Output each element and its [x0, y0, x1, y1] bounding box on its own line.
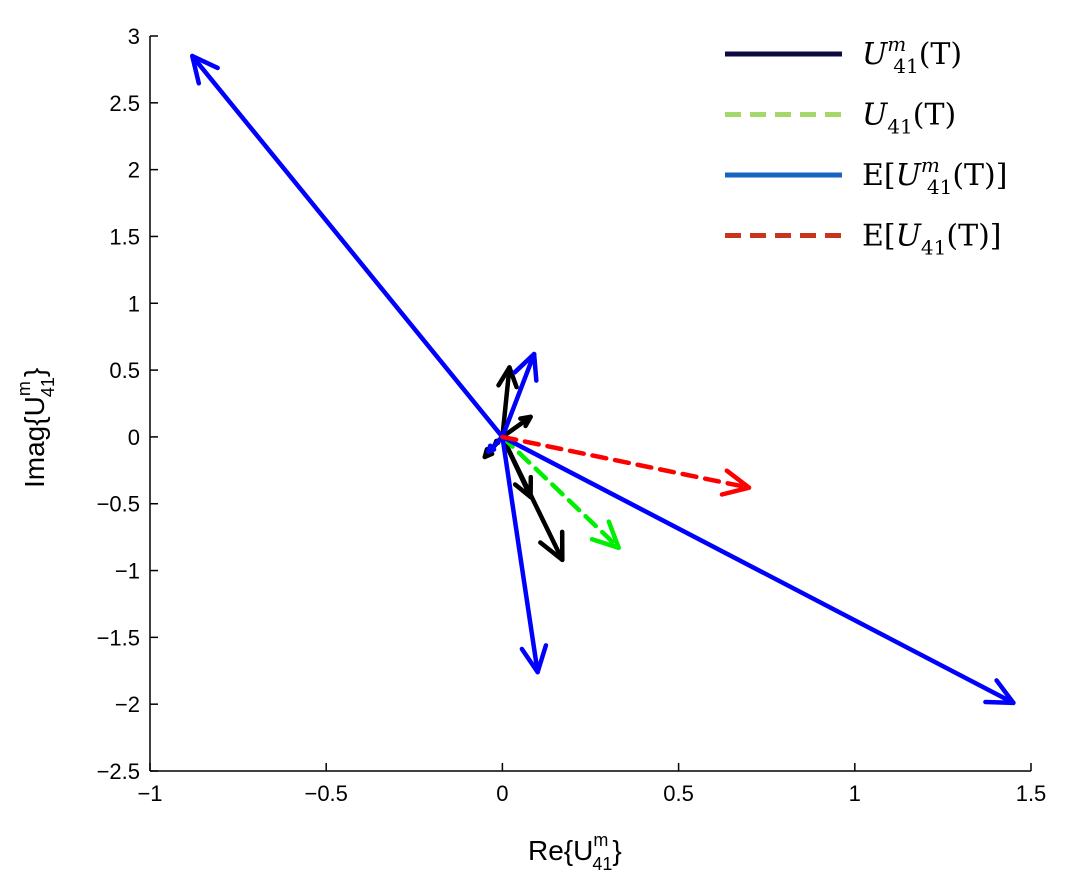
arrow-head: [190, 53, 220, 86]
arrow-head: [519, 643, 549, 675]
arrow-shaft: [500, 434, 621, 551]
legend-prefix: E[: [862, 219, 896, 254]
y-tick-label: 1.5: [109, 224, 140, 249]
x-axis-title-close: }: [612, 835, 621, 866]
arrow-shaft: [500, 414, 533, 440]
arrow-shaft: [190, 53, 505, 440]
x-tick-label: 1: [849, 781, 861, 806]
y-tick-label: −1.5: [97, 625, 140, 650]
legend-item: Um 41(T): [725, 32, 962, 78]
x-tick-label: −1: [137, 781, 162, 806]
y-axis-title: Imag{Um 41}: [14, 368, 58, 488]
x-tick-label: 1.5: [1016, 781, 1047, 806]
vector-arrows: [190, 53, 1016, 706]
legend-label: U41(T): [862, 98, 956, 139]
legend-item: E[U41(T)]: [725, 219, 1001, 260]
y-tick-label: 0: [128, 425, 140, 450]
arrow-head: [486, 443, 497, 454]
x-axis-title: Re{Um 41}: [528, 830, 622, 874]
axes: [149, 36, 1031, 772]
legend-sup: m: [921, 153, 940, 177]
x-tick-label: 0.5: [663, 781, 694, 806]
legend-sup: m: [887, 32, 906, 56]
y-tick-label: 0.5: [109, 358, 140, 383]
legend-tail: (T): [913, 98, 956, 133]
y-axis-title-main: Imag{U: [19, 396, 50, 488]
y-axis-title-sup: m: [14, 381, 34, 396]
arrow-head: [512, 351, 539, 383]
vector-arrow-series-3: [500, 434, 1016, 706]
y-ticks: −2.5 −2 −1.5 −1 −0.5 0 0.5 1 1.5 2 2.5 3: [97, 24, 158, 784]
vector-arrow-series-3: [500, 351, 539, 440]
y-tick-label: 2.5: [109, 91, 140, 116]
legend-item: U41(T): [725, 98, 956, 139]
legend-sub: 41: [927, 175, 952, 199]
legend-sub: 41: [921, 236, 946, 260]
y-tick-label: 1: [128, 291, 140, 316]
arrow-head: [983, 678, 1016, 706]
arrow-shaft: [500, 365, 512, 440]
x-axis-title-sub: 41: [592, 854, 612, 874]
legend-main: U: [862, 98, 889, 133]
legend-main: U: [862, 37, 889, 72]
arrow-shaft: [500, 351, 537, 440]
vector-arrow-series-1: [500, 434, 534, 500]
legend-tail: (T)]: [952, 158, 1007, 193]
legend-tail: (T)]: [946, 219, 1001, 254]
legend-prefix: E[: [862, 158, 896, 193]
vector-arrow-series-1: [500, 414, 533, 440]
x-tick-label: 0: [496, 781, 508, 806]
y-tick-label: −0.5: [97, 492, 140, 517]
arrow-head: [512, 474, 534, 500]
y-axis-title-sub: 41: [38, 377, 58, 397]
legend-tail: (T): [919, 37, 962, 72]
legend-label: E[U41(T)]: [862, 219, 1001, 260]
legend-sub: 41: [893, 54, 918, 78]
x-axis-title-main: Re{U: [528, 835, 593, 866]
arrow-head: [496, 365, 519, 390]
legend: Um 41(T)U41(T)E[Um 41(T)]E[U41(T)]: [725, 32, 1007, 260]
legend-label: Um 41(T): [862, 32, 962, 78]
arrow-head: [589, 519, 621, 551]
legend-sub: 41: [887, 115, 912, 139]
vector-arrow-series-1: [496, 365, 519, 440]
y-axis-title-text: Imag{Um 41}: [14, 368, 58, 488]
arrow-shaft: [500, 434, 1016, 706]
x-ticks: −1 −0.5 0 0.5 1 1.5: [137, 763, 1046, 806]
legend-main: U: [896, 158, 923, 193]
arrow-head: [719, 468, 752, 497]
legend-main: U: [896, 219, 923, 254]
legend-label: E[Um 41(T)]: [862, 153, 1007, 199]
arrow-shaft: [500, 434, 752, 490]
x-axis-title-sup: m: [593, 830, 608, 850]
arrow-shaft: [500, 434, 533, 500]
arrow-shaft: [500, 434, 540, 675]
y-tick-label: −2: [115, 692, 140, 717]
x-tick-label: −0.5: [304, 781, 347, 806]
y-tick-label: 3: [128, 24, 140, 49]
y-tick-label: −1: [115, 559, 140, 584]
vector-arrow-series-4: [500, 434, 752, 497]
y-tick-label: −2.5: [97, 759, 140, 784]
x-axis-title-text: Re{Um 41}: [528, 830, 622, 874]
arrow-head: [538, 529, 565, 563]
legend-item: E[Um 41(T)]: [725, 153, 1007, 199]
y-tick-label: 2: [128, 158, 140, 183]
arrow-head: [518, 414, 533, 429]
vector-arrow-series-3: [190, 53, 505, 440]
vector-arrow-series-3: [500, 434, 549, 675]
y-axis-title-close: }: [19, 368, 50, 377]
vector-arrow-series-3: [486, 434, 505, 454]
vector-arrow-series-2: [500, 434, 621, 551]
